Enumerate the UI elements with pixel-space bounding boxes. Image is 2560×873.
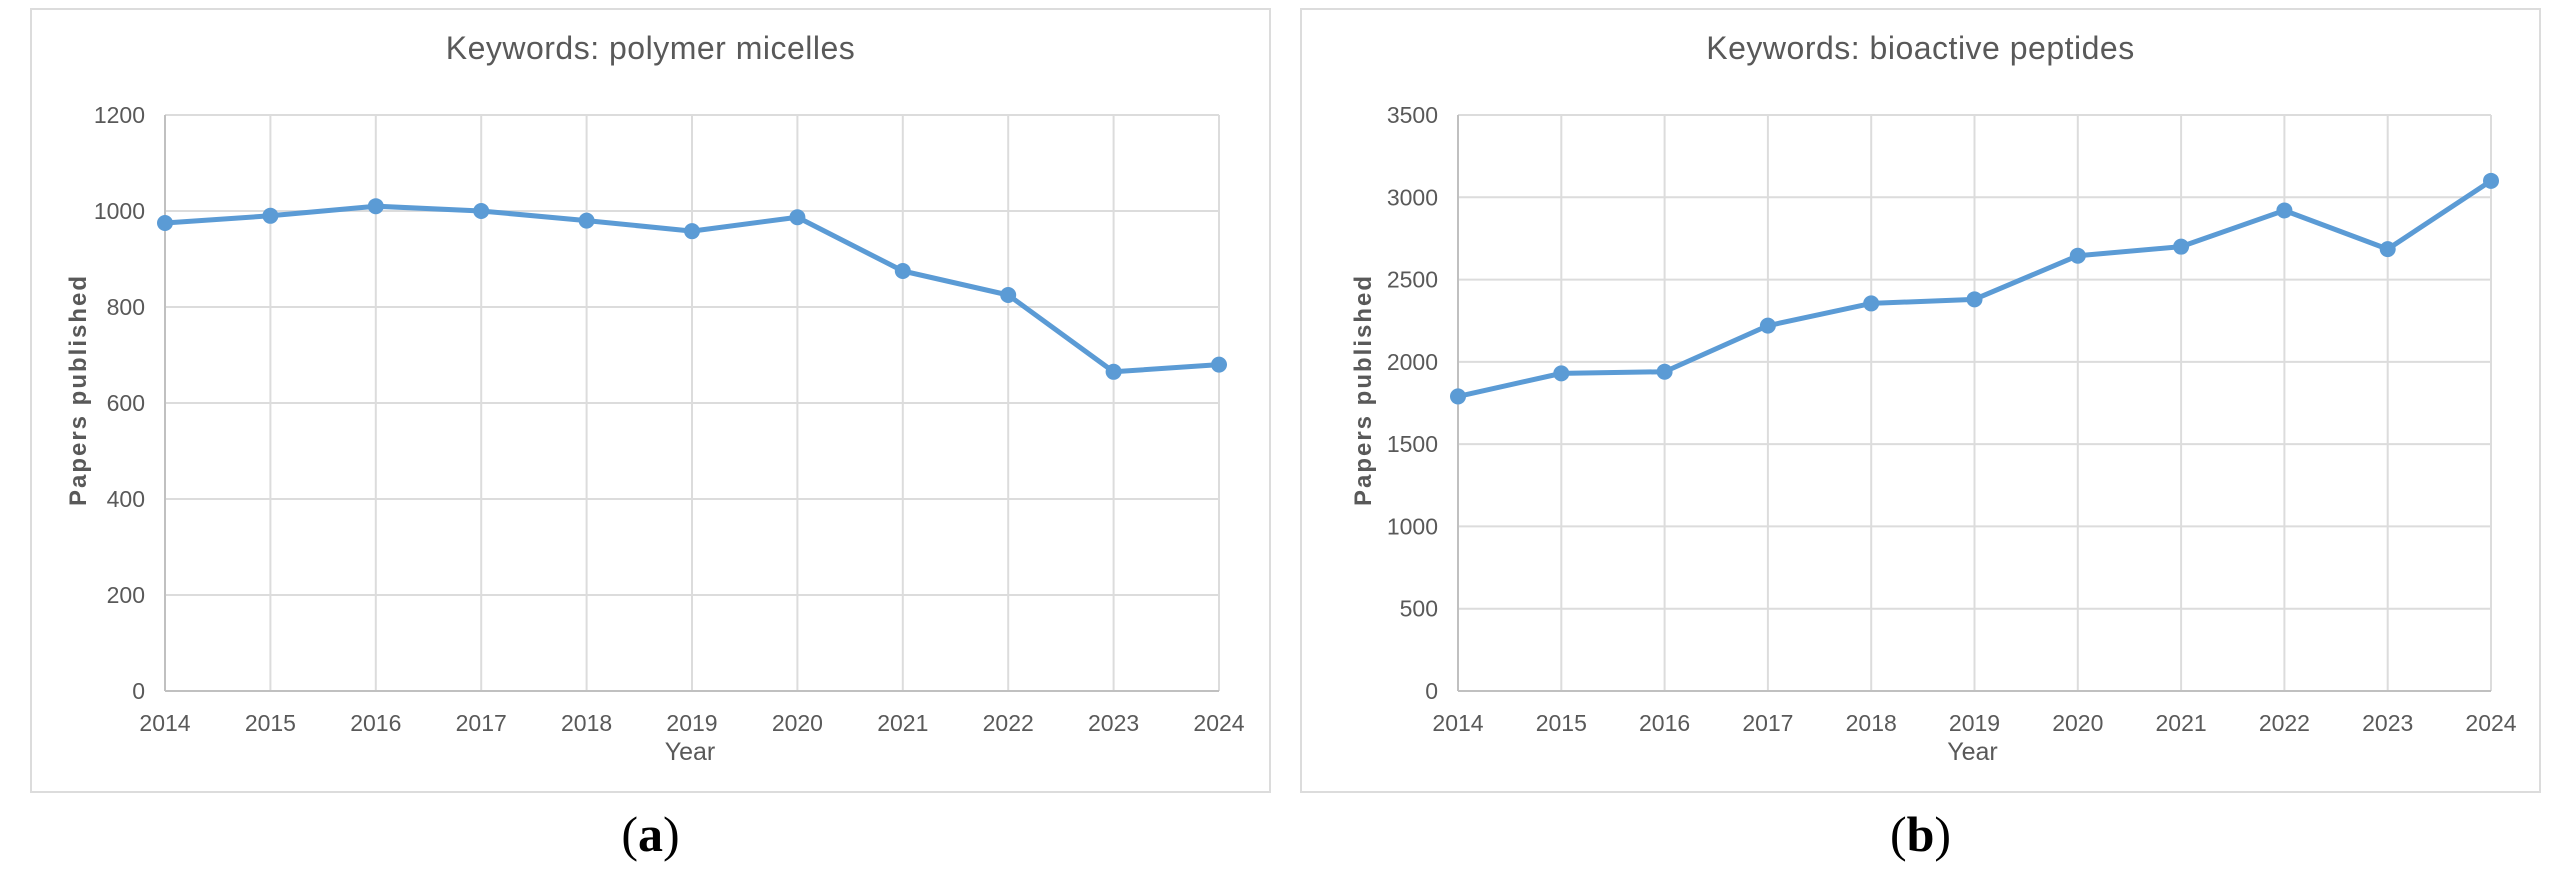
x-tick-label: 2017 [1742,710,1793,736]
x-tick-label: 2022 [983,710,1034,736]
caption-a-close-paren: ) [663,806,680,862]
x-tick-label: 2016 [1639,710,1690,736]
x-tick-label: 2019 [1949,710,2000,736]
chart-b-plot: 0 500 1000 1500 2000 2500 3000 3500 2014 2015 2016… [1387,102,2517,736]
data-point-marker-2017 [1759,317,1776,334]
data-point-marker-2019 [1966,291,1983,308]
caption-b-open-paren: ( [1889,806,1907,862]
x-tick-label: 2021 [877,710,928,736]
y-tick-label: 1000 [94,198,145,224]
y-tick-label: 3000 [1387,184,1438,210]
chart-b-x-axis-title: Year [1947,738,1998,766]
data-point-marker-2015 [262,207,279,224]
x-tick-label: 2024 [1193,710,1244,736]
data-point-marker-2022 [1000,287,1017,303]
x-tick-label: 2017 [456,710,507,736]
x-tick-label: 2014 [139,710,190,736]
data-point-marker-2021 [894,263,911,279]
data-point-marker-2014 [1450,388,1466,405]
x-tick-label: 2024 [2465,710,2516,736]
x-tick-label: 2016 [350,710,401,736]
chart-a-plot: 0 200 400 600 800 1000 1200 2014 2015 2016 2017 201… [94,102,1245,736]
data-point-marker-2015 [1553,365,1570,382]
data-point-marker-2023 [1105,363,1122,380]
x-tick-label: 2020 [772,710,823,736]
y-tick-label: 1200 [94,102,145,128]
data-point-marker-2017 [473,203,490,219]
chart-panel-b: Keywords: bioactive peptides Papers publ… [1300,8,2541,793]
data-point-marker-2019 [684,223,700,240]
y-tick-label: 500 [1400,596,1438,622]
caption-a: (a) [30,802,1271,866]
y-tick-label: 200 [107,582,145,608]
x-tick-label: 2019 [666,710,717,736]
caption-b-letter: b [1906,806,1935,862]
caption-a-letter: a [638,806,663,862]
x-tick-label: 2018 [1846,710,1897,736]
data-point-marker-2024 [1211,356,1227,373]
y-tick-label: 2000 [1387,349,1438,375]
y-tick-label: 800 [107,294,145,320]
caption-b: (b) [1300,802,2541,866]
x-tick-label: 2018 [561,710,612,736]
y-tick-label: 1500 [1387,431,1438,457]
y-tick-label: 2500 [1387,267,1438,293]
data-point-marker-2018 [1863,295,1880,312]
data-point-marker-2016 [367,198,384,215]
x-tick-label: 2022 [2259,710,2310,736]
data-point-marker-2024 [2483,172,2499,189]
x-tick-label: 2014 [1432,710,1483,736]
data-point-marker-2020 [789,209,806,226]
caption-b-close-paren: ) [1934,806,1952,862]
data-point-marker-2016 [1656,363,1673,380]
data-point-marker-2021 [2173,238,2190,255]
chart-a-x-axis-title: Year [664,738,716,766]
data-point-marker-2023 [2379,241,2396,258]
x-tick-label: 2021 [2156,710,2207,736]
x-tick-label: 2023 [2362,710,2413,736]
y-tick-label: 600 [107,390,145,416]
data-point-marker-2020 [2069,247,2086,264]
chart-panel-a: Keywords: polymer micelles Papers publis… [30,8,1271,793]
y-tick-label: 0 [132,678,145,704]
y-tick-label: 0 [1425,678,1438,704]
data-point-marker-2014 [157,215,173,231]
y-tick-label: 400 [107,486,145,512]
chart-a-title: Keywords: polymer micelles [445,30,856,66]
y-tick-label: 1000 [1387,513,1438,539]
x-tick-label: 2020 [2052,710,2103,736]
data-point-marker-2022 [2276,202,2293,219]
caption-a-open-paren: ( [621,806,638,862]
x-tick-label: 2023 [1088,710,1139,736]
data-point-marker-2018 [578,212,595,229]
x-tick-label: 2015 [245,710,296,736]
chart-b-title: Keywords: bioactive peptides [1706,30,2135,66]
y-tick-label: 3500 [1387,102,1438,128]
x-tick-label: 2015 [1536,710,1587,736]
